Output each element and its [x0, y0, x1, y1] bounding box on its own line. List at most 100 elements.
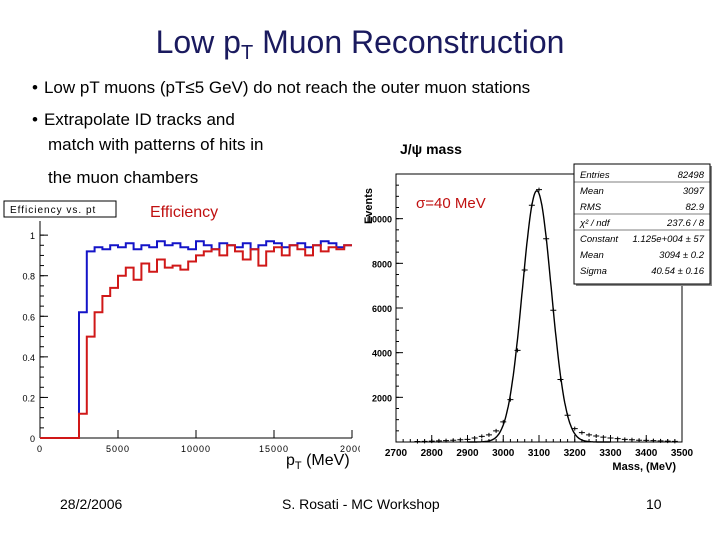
bullet-2: • Extrapolate ID tracks and: [32, 108, 235, 131]
mass-data-point: [457, 437, 464, 442]
mass-data-point: [550, 308, 557, 313]
efficiency-y-tick-label: 0.8: [22, 272, 35, 282]
mass-data-point: [414, 439, 421, 444]
mass-data-point: [514, 348, 521, 353]
footer-page-number: 10: [646, 496, 662, 512]
stats-value: 40.54 ± 0.16: [651, 266, 704, 277]
bullet-1-text: Low pT muons (pT≤5 GeV) do not reach the…: [43, 78, 531, 97]
efficiency-x-tick-label: 0: [37, 444, 43, 454]
stats-value: 82.9: [686, 202, 705, 213]
mass-data-point: [435, 438, 442, 443]
mass-data-point: [528, 203, 535, 208]
mass-data-point: [471, 435, 478, 440]
stats-value: 3097: [683, 186, 705, 197]
efficiency-series-blue: [40, 240, 352, 439]
mass-data-point: [564, 413, 571, 418]
bullet-dot: •: [32, 110, 38, 129]
stats-value: 1.125e+004 ± 57: [632, 234, 704, 245]
mass-data-point: [600, 435, 607, 440]
mass-data-point: [478, 434, 485, 439]
title-subscript: T: [240, 42, 254, 64]
xlabel-unit: (MeV): [301, 452, 350, 469]
efficiency-x-tick-label: 2000: [340, 444, 360, 454]
mass-data-point: [507, 397, 514, 402]
mass-data-point: [586, 432, 593, 437]
stats-key: χ² / ndf: [579, 218, 611, 229]
efficiency-x-tick-label: 5000: [106, 444, 130, 454]
stats-key: Mean: [580, 186, 604, 197]
mass-data-point: [521, 268, 528, 273]
mass-data-point: [657, 438, 664, 443]
efficiency-x-label: pT (MeV): [286, 452, 350, 472]
xlabel-sub: T: [294, 460, 302, 473]
mass-x-tick-label: 3000: [492, 448, 515, 459]
mass-data-point: [443, 438, 450, 443]
mass-data-point: [428, 439, 435, 444]
mass-data-point: [557, 377, 564, 382]
mass-x-tick-label: 3400: [635, 448, 658, 459]
mass-data-point: [536, 187, 542, 192]
efficiency-y-tick-label: 0.6: [22, 312, 35, 322]
efficiency-x-tick-label: 15000: [259, 444, 289, 454]
mass-data-point: [607, 435, 614, 440]
mass-data-point: [578, 430, 585, 435]
mass-y-tick-label: 2000: [372, 393, 392, 403]
mass-data-point: [593, 433, 600, 438]
stats-key: Sigma: [580, 266, 607, 277]
efficiency-y-tick-label: 1: [30, 231, 35, 241]
efficiency-chart: Efficiency vs. pt Efficiency 0 0.2 0.4 0.6 0.8…: [3, 200, 360, 454]
mass-data-point: [493, 428, 500, 433]
mass-x-tick-label: 3500: [671, 448, 694, 459]
mass-y-tick-label: 4000: [372, 349, 392, 359]
mass-data-point: [643, 438, 650, 443]
mass-data-point: [500, 419, 507, 424]
efficiency-y-tick-label: 0: [30, 434, 35, 444]
mass-y-tick-label: 10000: [367, 215, 392, 225]
mass-title: J/ψ mass: [400, 141, 462, 157]
stats-key: Entries: [580, 170, 610, 181]
mass-data-point: [614, 436, 621, 441]
mass-data-point: [543, 236, 550, 241]
mass-x-label: Mass, (MeV): [612, 461, 676, 473]
slide-title: Low pT Muon Reconstruction: [0, 24, 720, 65]
bullet-dot: •: [32, 78, 38, 97]
mass-x-tick-label: 2800: [421, 448, 444, 459]
efficiency-title: Efficiency vs. pt: [10, 205, 96, 216]
mass-data-point: [571, 426, 578, 431]
mass-data-point: [464, 437, 471, 442]
mass-x-tick-label: 3200: [564, 448, 587, 459]
mass-x-tick-label: 2900: [456, 448, 479, 459]
mass-x-tick-label: 3100: [528, 448, 551, 459]
mass-data-point: [636, 438, 643, 443]
footer-center: S. Rosati - MC Workshop: [282, 496, 440, 512]
footer-date: 28/2/2006: [60, 496, 123, 512]
bullet-2-line-2: match with patterns of hits in: [48, 135, 264, 154]
title-main: Low p: [155, 24, 241, 60]
jpsi-mass-chart: J/ψ mass σ=40 MeV Events Mass, (MeV) 2000 400…: [363, 141, 712, 473]
mass-data-point: [671, 439, 678, 444]
stats-key: RMS: [580, 202, 602, 213]
stats-value: 237.6 / 8: [666, 218, 705, 229]
mass-data-point: [450, 438, 457, 443]
mass-data-point: [664, 439, 671, 444]
bullet-2-text: Extrapolate ID tracks and: [43, 110, 235, 129]
stats-key: Mean: [580, 250, 604, 261]
efficiency-label: Efficiency: [150, 204, 218, 221]
mass-x-tick-label: 2700: [385, 448, 408, 459]
mass-y-tick-label: 8000: [372, 259, 392, 269]
bullet-2-line-3: the muon chambers: [48, 168, 199, 187]
mass-data-point: [628, 437, 635, 442]
stats-value: 3094 ± 0.2: [659, 250, 705, 261]
bullet-1: • Low pT muons (pT≤5 GeV) do not reach th…: [32, 76, 530, 99]
efficiency-title-box: [3, 200, 117, 218]
stats-box: [573, 163, 711, 285]
mass-data-point: [421, 439, 428, 444]
mass-y-label: Events: [363, 188, 375, 224]
mass-data-point: [485, 432, 492, 437]
title-rest: Muon Reconstruction: [253, 24, 565, 60]
mass-x-tick-label: 3300: [599, 448, 622, 459]
efficiency-y-tick-label: 0.4: [22, 353, 35, 363]
mass-y-tick-label: 6000: [372, 304, 392, 314]
efficiency-series-red: [40, 244, 352, 439]
mass-data-point: [650, 438, 657, 443]
